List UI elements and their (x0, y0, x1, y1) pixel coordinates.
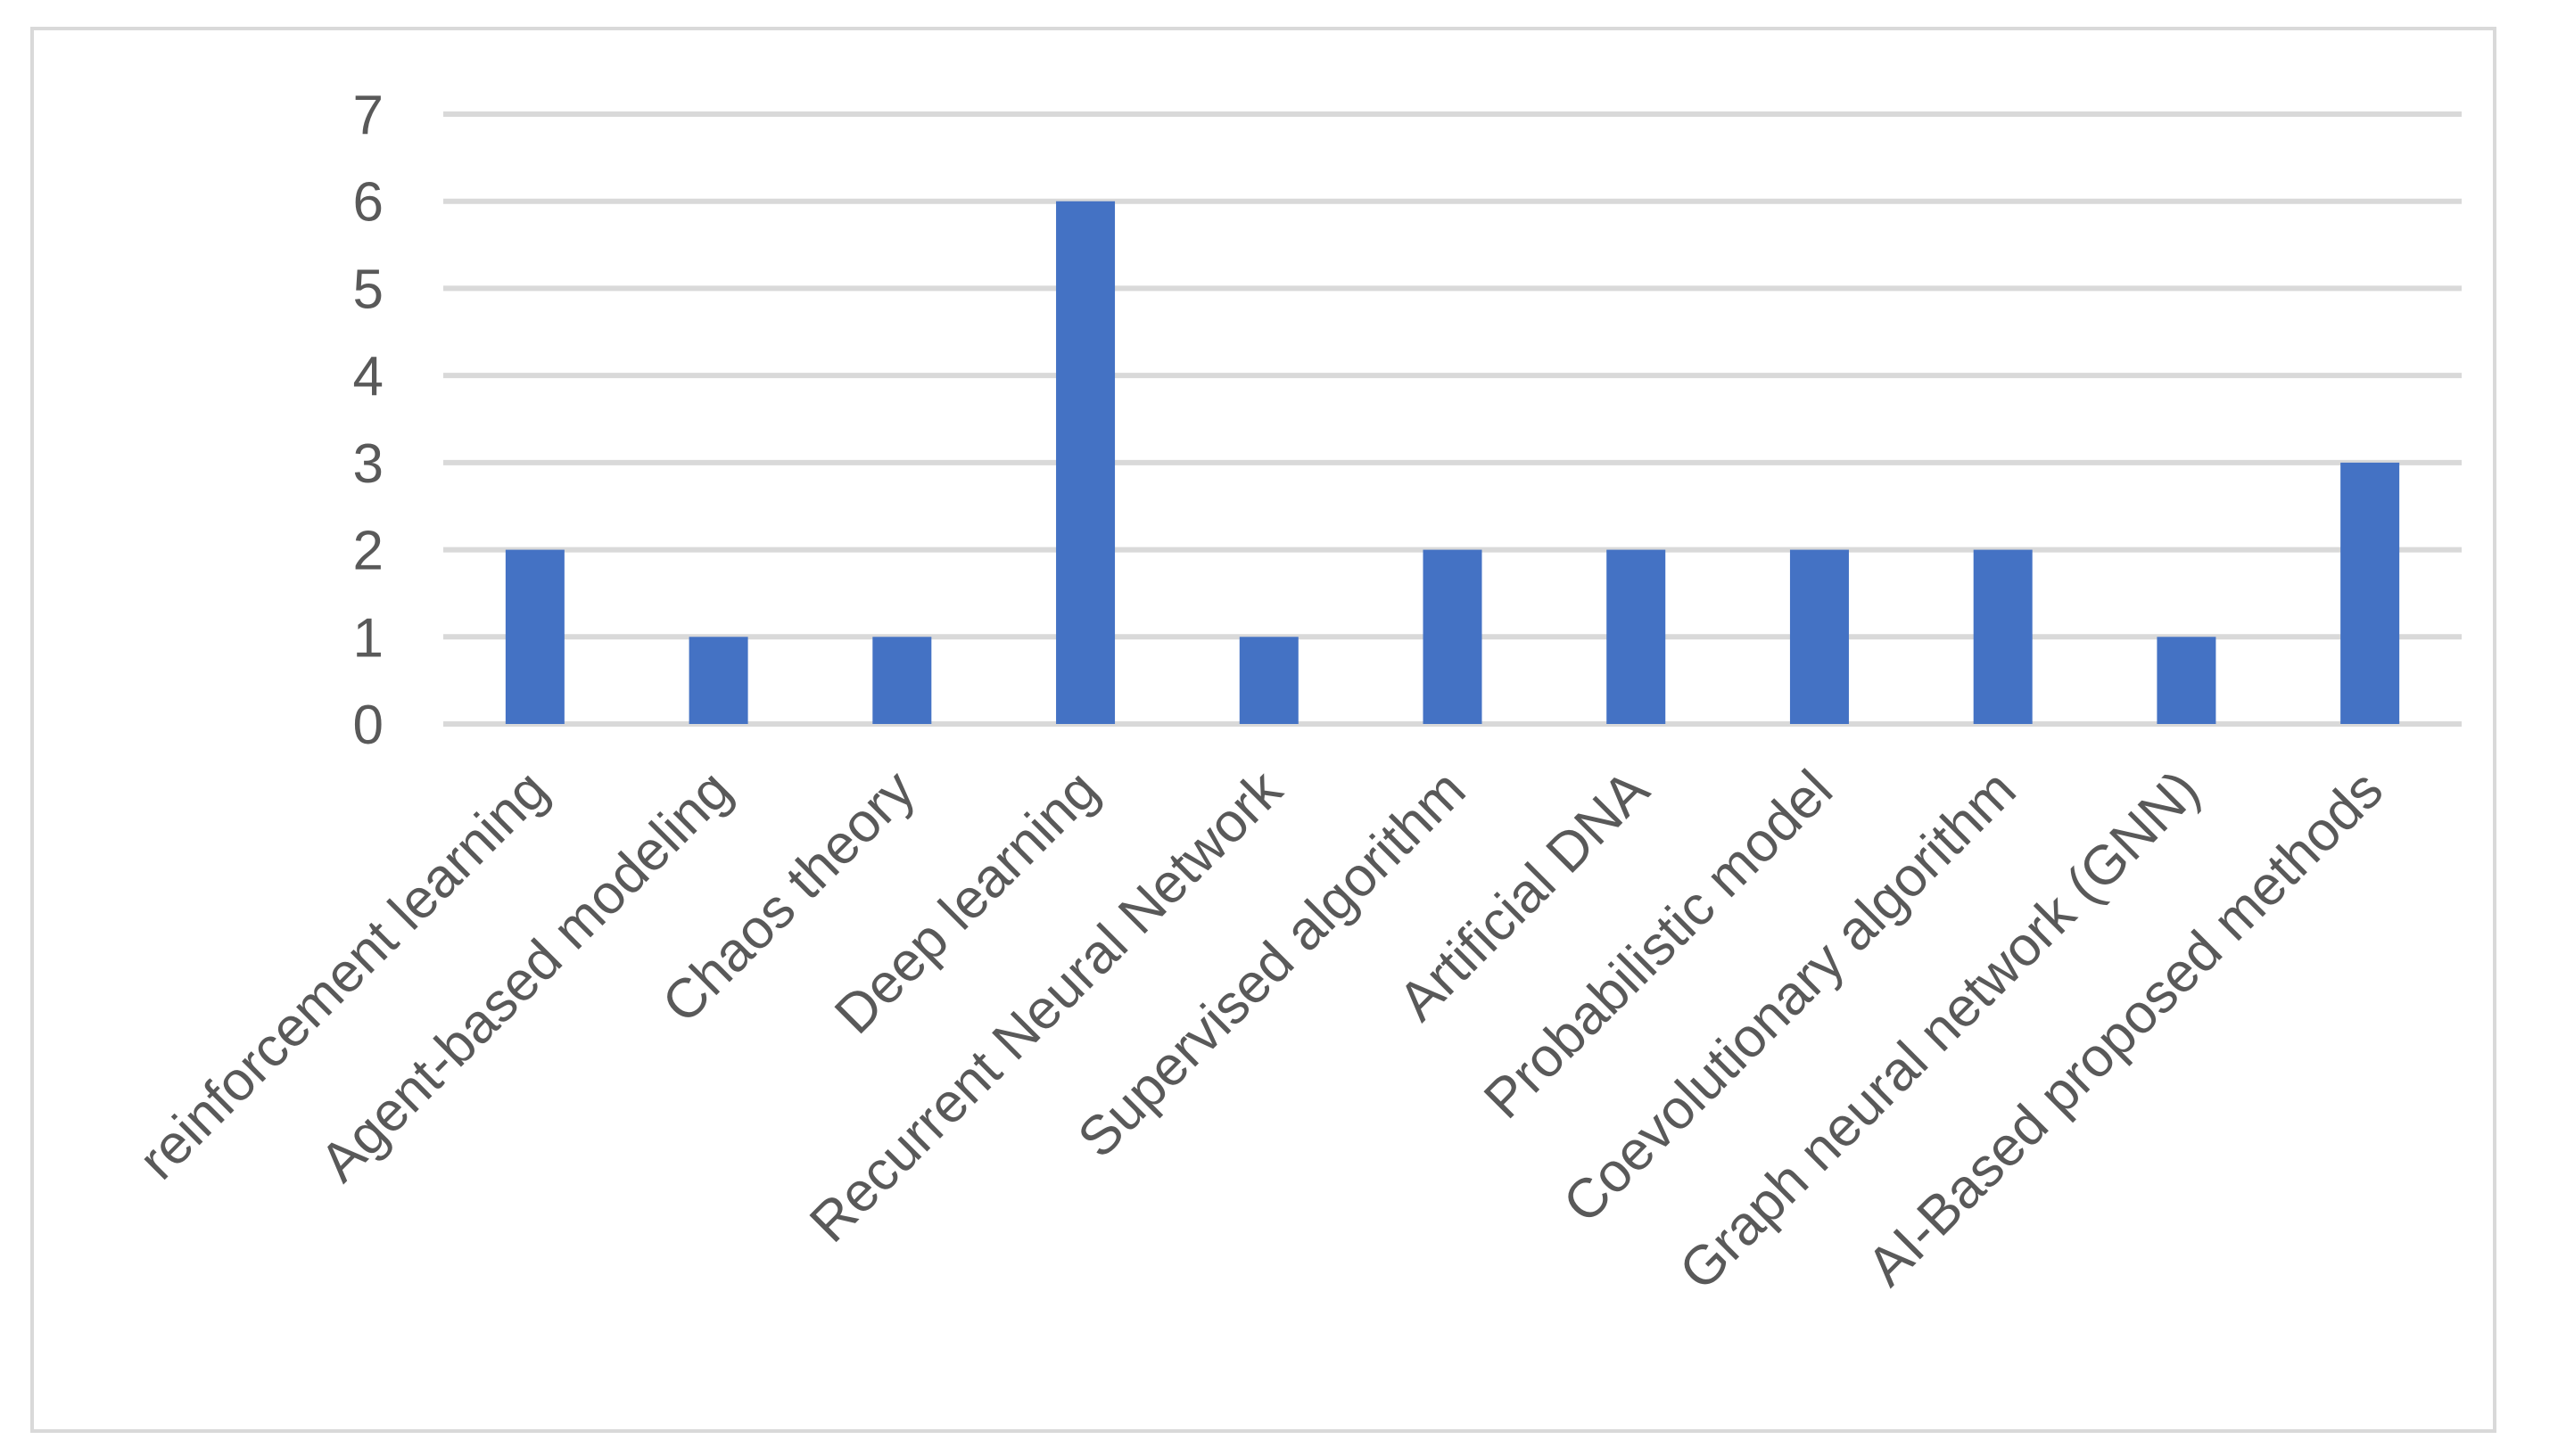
gridlines (443, 111, 2462, 727)
bar-7 (1789, 549, 1849, 724)
bar-9 (2157, 637, 2216, 724)
bar-4 (1239, 637, 1299, 724)
bar-6 (1606, 549, 1666, 724)
bars (505, 201, 2400, 724)
bar-0 (505, 549, 565, 724)
chart-frame (30, 27, 2496, 1433)
x-tick-label: Probabilistic model (1473, 759, 1844, 1131)
bar-3 (1056, 201, 1116, 724)
y-tick-label: 0 (353, 695, 384, 756)
y-tick-label: 4 (353, 346, 384, 407)
bar-5 (1423, 549, 1482, 724)
bar-10 (2340, 462, 2400, 724)
y-tick-label: 7 (353, 85, 384, 146)
bar-8 (1973, 549, 2033, 724)
y-tick-label: 3 (353, 433, 384, 495)
y-axis-ticks: 0 1 2 3 4 5 6 7 (353, 85, 384, 756)
y-tick-label: 2 (353, 521, 384, 582)
y-tick-label: 5 (353, 259, 384, 320)
bar-2 (872, 637, 932, 724)
y-tick-label: 6 (353, 172, 384, 234)
y-tick-label: 1 (353, 607, 384, 669)
bar-1 (689, 637, 748, 724)
